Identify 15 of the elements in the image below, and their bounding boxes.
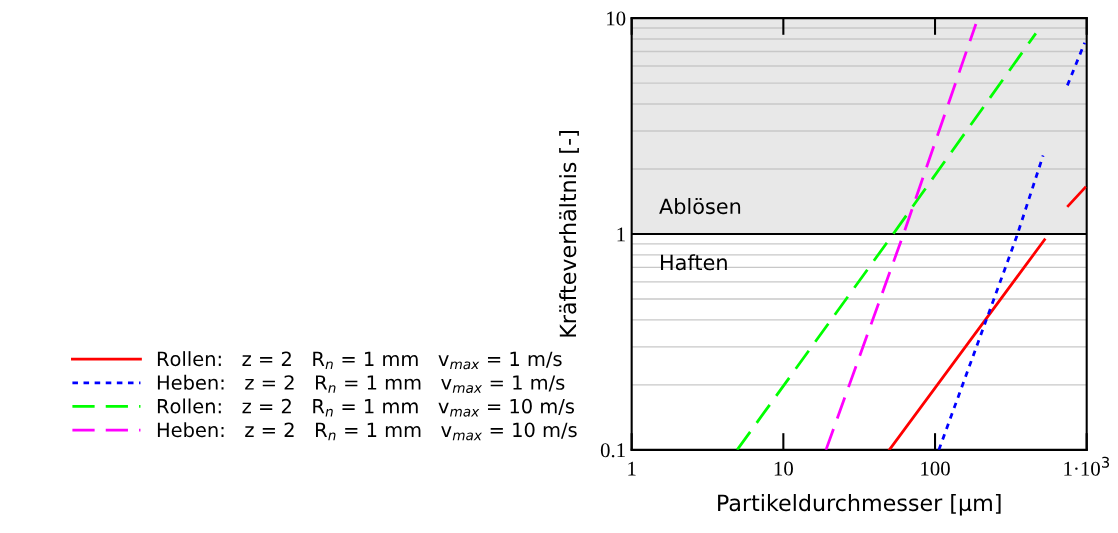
band-label: Ablösen xyxy=(659,198,741,215)
x-tick-label: 1·10$^{3}$ xyxy=(1064,456,1110,476)
legend-label: Heben: z = 2 R$_{n}$ = 1 mm v$_{max}$ = 10 m/s xyxy=(157,422,577,441)
y-tick-label: 0.1 xyxy=(600,443,625,458)
legend-label: Rollen: z = 2 R$_{n}$ = 1 mm v$_{max}$ = 10 m/s xyxy=(157,398,574,417)
x-tick-label: 10 xyxy=(774,461,793,476)
x-tick-label: 100 xyxy=(921,461,950,476)
x-axis-title: Partikeldurchmesser [µm] xyxy=(718,494,1001,516)
x-tick-label: 1 xyxy=(628,461,636,476)
y-axis-title: Kräfteverhältnis [-] xyxy=(559,131,579,337)
y-tick-label: 1 xyxy=(617,227,625,242)
annotation: Haften xyxy=(661,254,727,271)
y-tick-label: 10 xyxy=(607,11,626,26)
legend-label: Heben: z = 2 R$_{n}$ = 1 mm v$_{max}$ = 1 m/s xyxy=(157,374,565,393)
legend-label: Rollen: z = 2 R$_{n}$ = 1 mm v$_{max}$ = 1 m/s xyxy=(157,351,562,370)
